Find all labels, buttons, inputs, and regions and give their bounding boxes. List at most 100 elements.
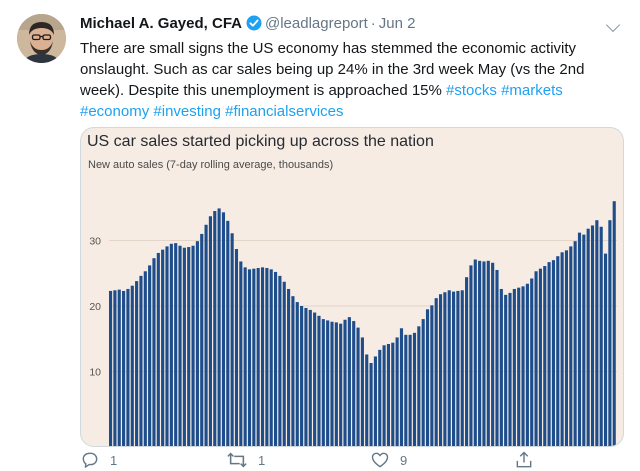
tweet-body: There are small signs the US economy has… [80, 40, 585, 99]
chart-bar [525, 283, 529, 446]
chart-bar [543, 266, 547, 446]
chart-bar [174, 243, 178, 446]
chart-bar [278, 275, 282, 446]
chart-bar [191, 245, 195, 446]
chart-subtitle: New auto sales (7-day rolling average, t… [88, 159, 334, 171]
verified-badge-icon [246, 15, 262, 37]
like-button[interactable]: 9 [370, 450, 407, 470]
hashtag-link[interactable]: #markets [501, 82, 563, 99]
chart-bar [317, 315, 321, 446]
hashtag-link[interactable]: #economy [80, 103, 150, 120]
chart-bar [256, 268, 260, 446]
chart-bar [564, 250, 569, 446]
like-count: 9 [400, 452, 408, 468]
chart-bar [382, 345, 386, 446]
tweet-date[interactable]: Jun 2 [378, 15, 416, 32]
chart-bar [326, 320, 330, 446]
chart-bar [165, 246, 169, 446]
hashtag-link[interactable]: #financialservices [225, 103, 344, 120]
chart-bar [512, 288, 516, 446]
chart-bar [213, 211, 217, 446]
chart-bar [508, 292, 512, 446]
chart-bar [395, 337, 399, 446]
chart-bar [356, 327, 360, 446]
chart-bar [590, 225, 595, 446]
chart-bar [200, 233, 204, 446]
tweet-header: Michael A. Gayed, CFA @leadlagreport · Jun … [80, 14, 416, 37]
chart-title: US car sales started picking up across t… [87, 133, 434, 150]
chart-bar [161, 249, 165, 446]
chart-bar [582, 234, 586, 446]
hashtag-link[interactable]: #stocks [446, 82, 497, 99]
chart-bar [391, 342, 395, 446]
chart-bar [499, 288, 503, 446]
chart-bar [421, 319, 425, 446]
chart-bar [243, 267, 247, 446]
chart-bar [538, 268, 542, 446]
heart-icon [371, 452, 389, 468]
chart-bar [300, 306, 304, 446]
reply-icon [82, 452, 98, 468]
bar-chart: 10 20 30 [89, 201, 617, 446]
y-tick-label: 30 [89, 236, 101, 248]
chart-bar [447, 290, 451, 446]
chart-bar [495, 269, 499, 446]
chart-bar [443, 292, 447, 446]
chart-bar [408, 334, 412, 446]
author-name[interactable]: Michael A. Gayed, CFA [80, 15, 242, 32]
chart-bar [438, 294, 443, 446]
chart-bar [221, 212, 226, 446]
hashtag-link[interactable]: #investing [153, 103, 221, 120]
chart-bar [491, 262, 495, 446]
chart-bar [217, 208, 221, 446]
chart-bar [452, 291, 456, 446]
share-icon [516, 451, 532, 468]
chart-bar [239, 261, 243, 446]
chart-bar [586, 228, 590, 446]
author-handle[interactable]: @leadlagreport [265, 15, 368, 32]
chart-bar [117, 289, 121, 446]
chart-bar [152, 258, 156, 446]
chart-bar [122, 290, 126, 446]
chart-bar [273, 271, 278, 446]
y-tick-label: 20 [89, 301, 101, 313]
chart-bar [434, 298, 438, 446]
chart-bar [287, 288, 291, 446]
chart-bar [386, 343, 391, 446]
chart-bar [269, 269, 273, 446]
chart-bar [330, 321, 334, 446]
share-button[interactable] [514, 450, 534, 470]
chart-bar [234, 249, 239, 446]
chart-bar [247, 269, 252, 446]
chart-bar [612, 201, 616, 446]
chart-bar [339, 323, 343, 446]
chart-bar [343, 319, 347, 446]
chart-bar [460, 290, 464, 446]
chart-bar [109, 290, 113, 446]
reply-button[interactable]: 1 [80, 450, 117, 470]
chart-bar [365, 354, 369, 446]
chart-bar [486, 260, 490, 446]
chart-bar [430, 305, 434, 446]
chart-bar [603, 253, 608, 446]
chart-bar [573, 241, 577, 446]
retweet-button[interactable]: 1 [226, 450, 265, 470]
chart-bar [252, 268, 256, 446]
chart-bar [425, 309, 430, 446]
chart-bar [321, 319, 325, 446]
chart-bar [521, 286, 525, 446]
chart-bar [226, 220, 230, 446]
chart-bar [473, 259, 477, 446]
chart-bar [230, 233, 234, 446]
chart-bar [404, 334, 408, 446]
chart-bar [556, 256, 560, 446]
chart-bar [352, 321, 356, 446]
chart-bar [313, 312, 317, 446]
chart-bar [417, 326, 421, 446]
retweet-count: 1 [258, 452, 266, 468]
author-avatar[interactable] [17, 14, 66, 63]
chart-image-card[interactable]: 10 20 30 US car sales started picking up a… [80, 127, 624, 447]
chart-bar [534, 271, 538, 446]
chevron-down-icon[interactable] [605, 17, 621, 33]
chart-bar [412, 332, 417, 446]
